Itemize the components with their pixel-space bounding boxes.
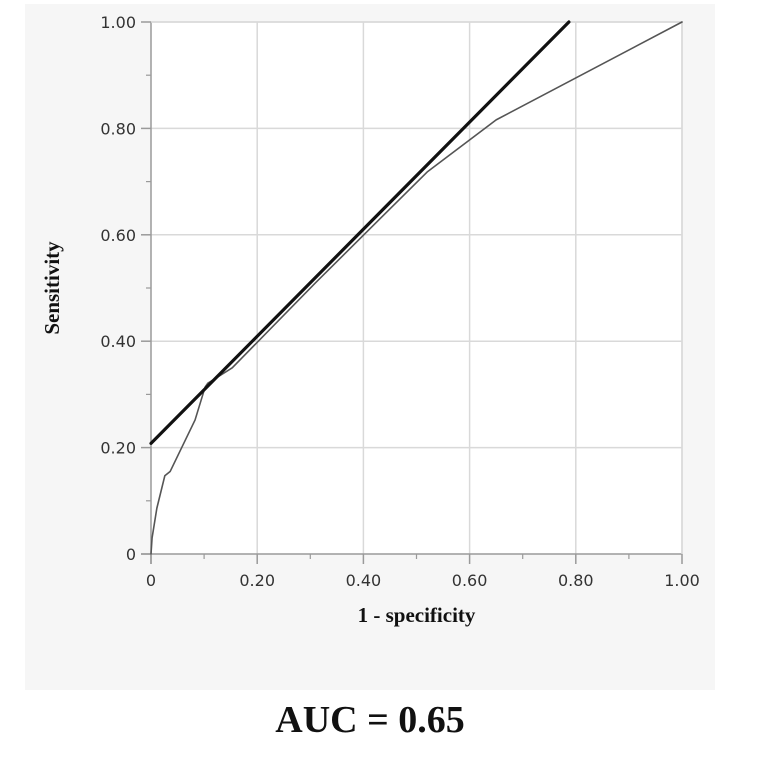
x-tick-label: 0.60 [452,571,488,590]
y-axis-title: Sensitivity [40,241,64,335]
y-tick-label: 1.00 [100,13,136,32]
y-tick-label: 0 [126,545,136,564]
x-tick-label: 0.40 [346,571,382,590]
y-tick-label: 0.60 [100,226,136,245]
x-tick-label: 0.20 [239,571,275,590]
reference-line [149,20,571,445]
x-axis-title: 1 - specificity [358,603,476,627]
x-tick-label: 0 [146,571,156,590]
y-tick-label: 0.80 [100,119,136,138]
y-tick-label: 0.40 [100,332,136,351]
plot-area [151,22,682,554]
x-tick-label: 1.00 [664,571,700,590]
chart-panel: 0 0.20 0.40 0.60 0.80 1.00 0 0.20 0.40 0.60 0.80 1.… [25,4,715,690]
auc-caption: AUC = 0.65 [275,699,465,741]
x-tick-label: 0.80 [558,571,594,590]
roc-chart: 0 0.20 0.40 0.60 0.80 1.00 0 0.20 0.40 0.60 0.80 1.… [40,13,700,627]
y-tick-label: 0.20 [100,439,136,458]
